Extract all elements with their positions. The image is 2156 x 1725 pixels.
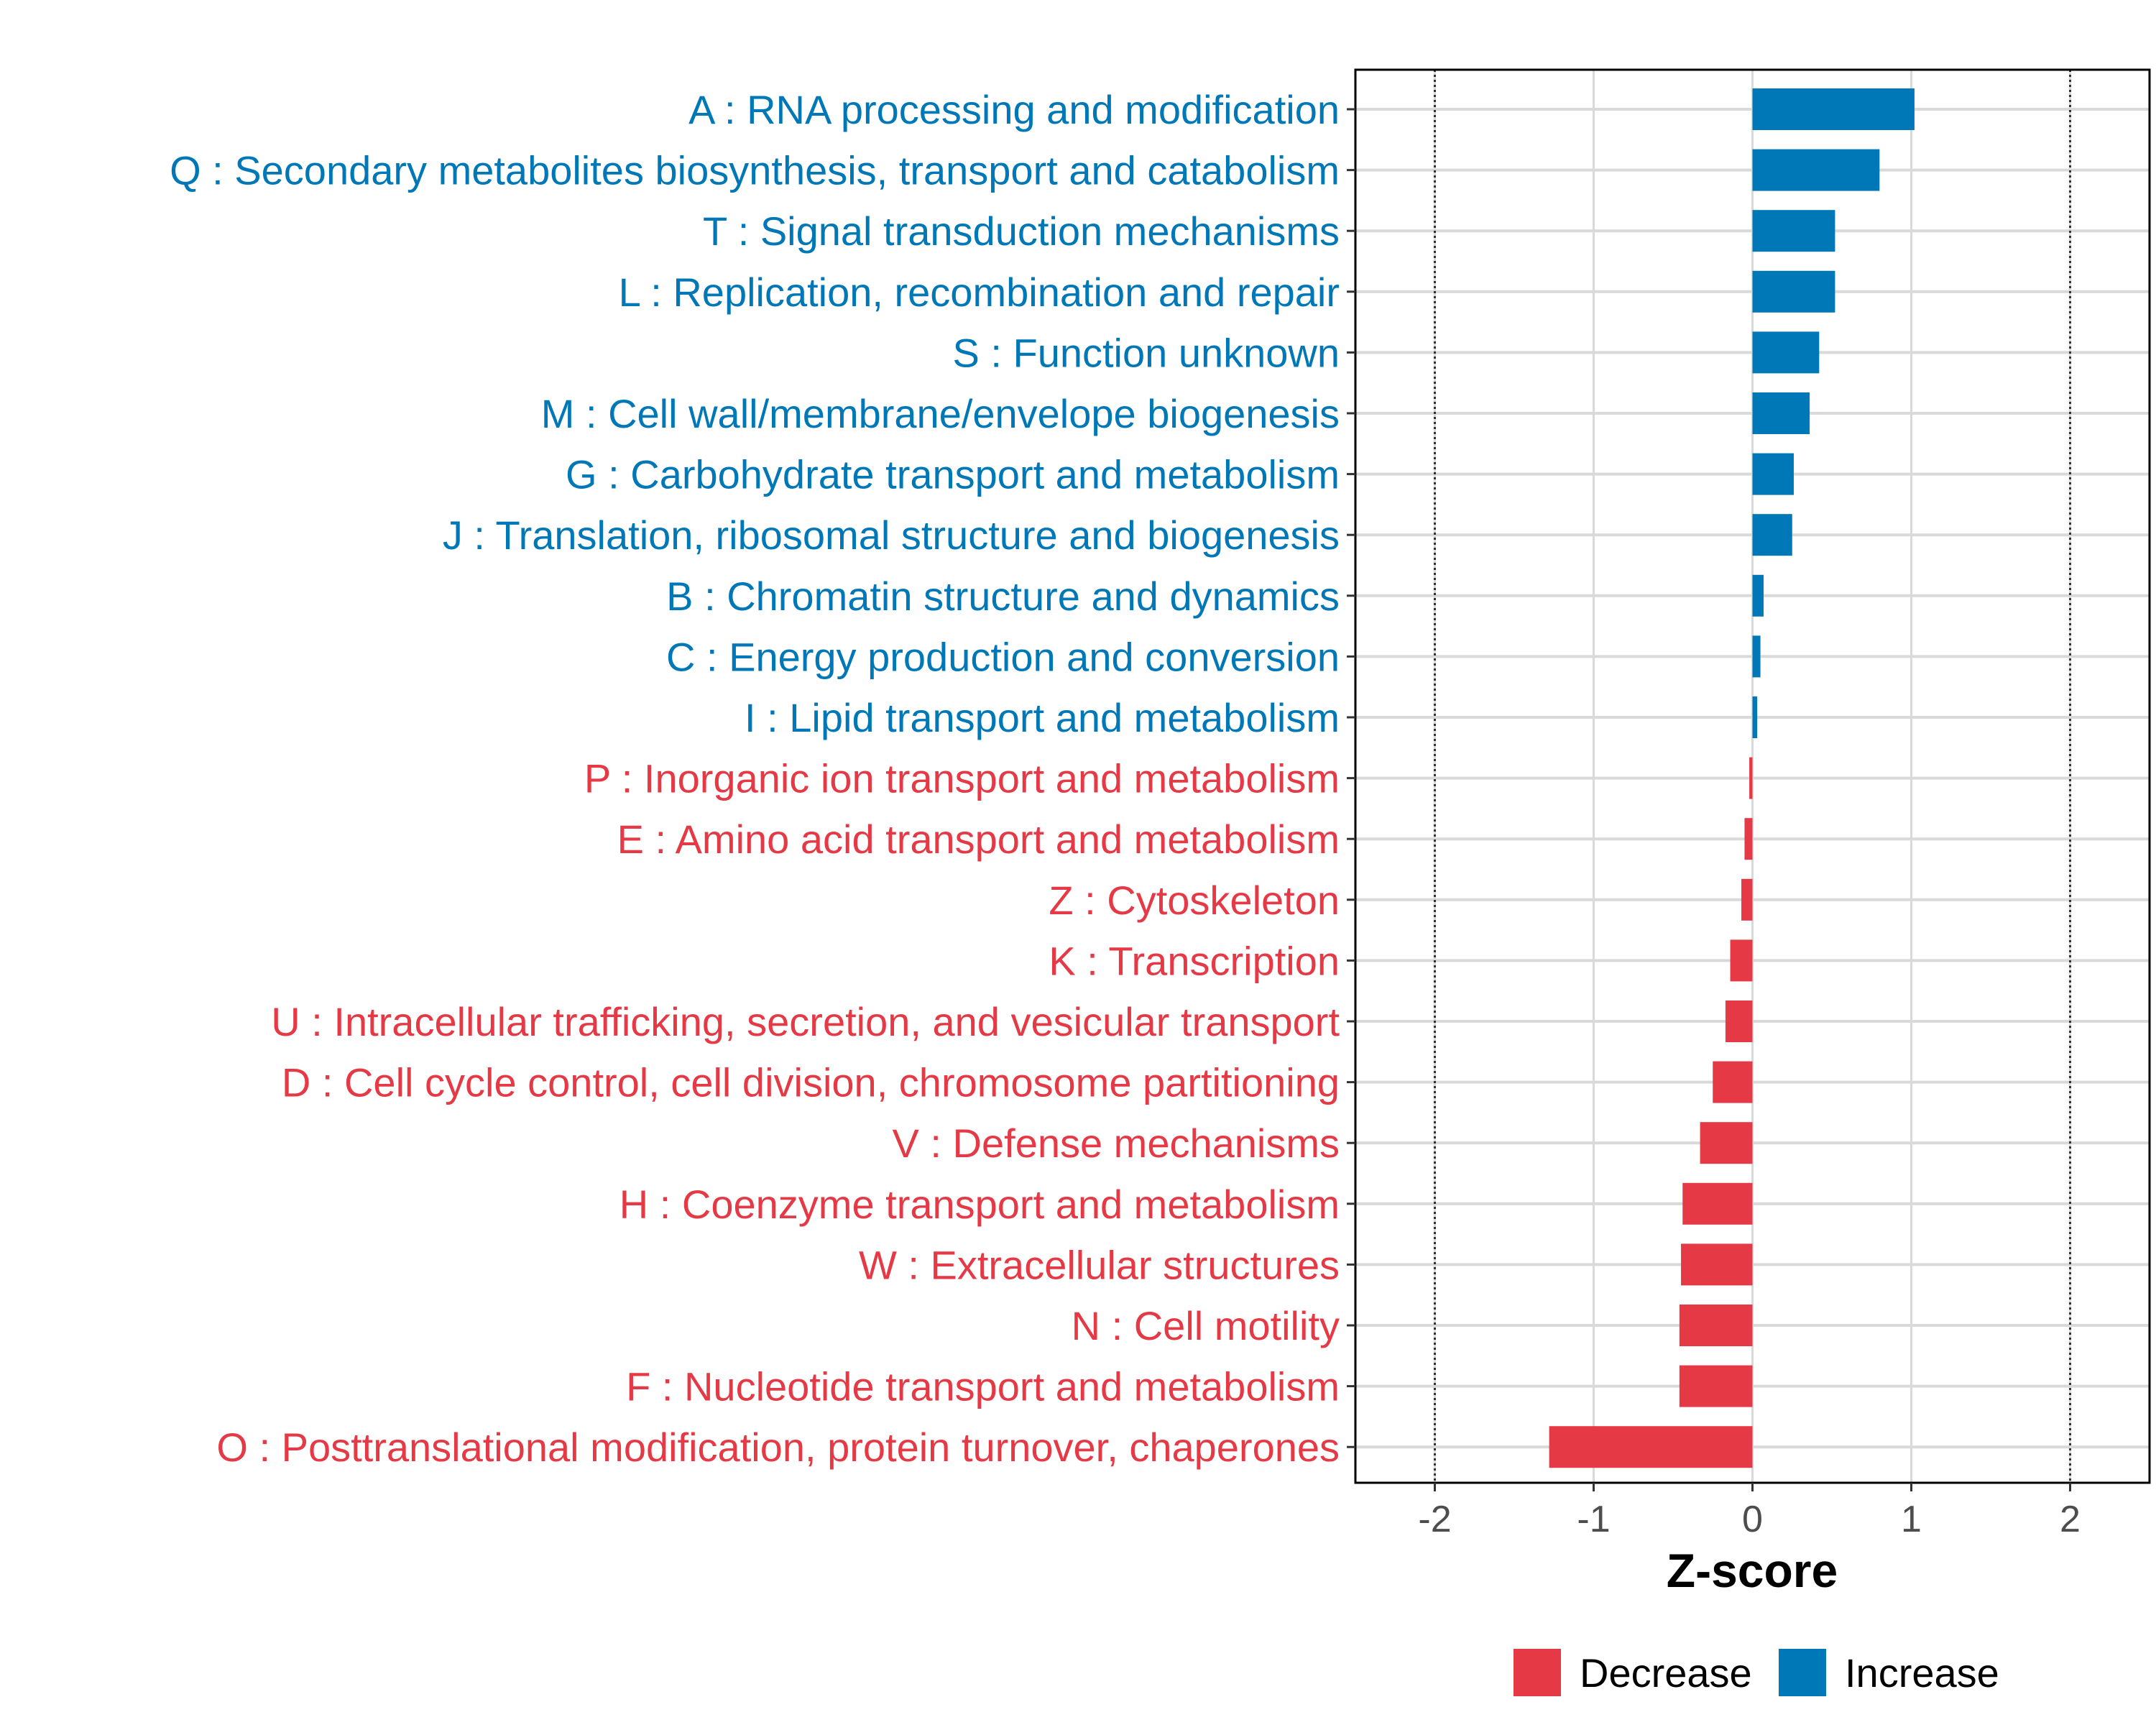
legend-label-increase: Increase [1845,1650,1999,1696]
bars [1549,88,1915,1468]
bar [1713,1061,1753,1103]
y-tick-label: S : Function unknown [952,330,1340,375]
x-axis-labels: -2 -1 0 1 2 [1418,1499,2081,1540]
bar [1752,514,1792,556]
bar [1682,1182,1753,1225]
y-tick-label: B : Chromatin structure and dynamics [666,574,1340,619]
y-tick-label: U : Intracellular trafficking, secretion… [271,999,1340,1044]
y-tick-label: C : Energy production and conversion [666,634,1340,679]
y-tick-label: H : Coenzyme transport and metabolism [619,1182,1340,1227]
y-tick-label: J : Translation, ribosomal structure and… [443,512,1340,558]
bar [1752,635,1761,678]
reference-lines [1434,70,2071,1483]
bar [1700,1122,1753,1164]
y-tick-label: T : Signal transduction mechanisms [703,208,1340,254]
y-tick-label: E : Amino acid transport and metabolism [617,816,1340,862]
y-tick-label: N : Cell motility [1072,1303,1340,1348]
x-tick-label: 2 [2060,1499,2081,1540]
y-tick-label: Z : Cytoskeleton [1049,878,1340,923]
y-tick-label: Q : Secondary metabolites biosynthesis, … [170,148,1340,193]
bar [1679,1305,1753,1346]
y-axis-labels: A : RNA processing and modification Q : S… [170,87,1340,1470]
y-tick-label: P : Inorganic ion transport and metaboli… [584,756,1340,801]
x-axis-title: Z-score [1667,1544,1838,1597]
y-tick-label: O : Posttranslational modification, prot… [216,1425,1340,1470]
bar [1752,88,1915,130]
legend-swatch-increase [1779,1649,1826,1696]
bar [1679,1365,1753,1407]
x-tick-label: -1 [1577,1499,1610,1540]
y-tick-label: L : Replication, recombination and repai… [619,270,1340,315]
x-axis-ticks [1434,1483,2071,1491]
bar [1752,696,1758,738]
bar [1730,939,1753,982]
bar [1752,392,1810,434]
bar [1725,1000,1753,1042]
y-tick-label: V : Defense mechanisms [893,1121,1340,1166]
bar [1744,818,1753,860]
y-tick-label: D : Cell cycle control, cell division, c… [282,1060,1340,1105]
y-tick-label: K : Transcription [1049,938,1340,983]
y-tick-label: W : Extracellular structures [859,1242,1340,1287]
bar [1752,210,1835,252]
y-tick-label: F : Nucleotide transport and metabolism [626,1364,1340,1409]
legend-label-decrease: Decrease [1580,1650,1752,1696]
bar [1752,574,1764,617]
y-tick-label: G : Carbohydrate transport and metabolis… [566,452,1340,497]
legend-swatch-decrease [1514,1649,1561,1696]
bar [1549,1426,1753,1468]
bar [1752,331,1820,374]
x-tick-label: 0 [1742,1499,1763,1540]
legend: Decrease Increase [1514,1649,1999,1696]
bar [1752,270,1835,313]
bar [1752,453,1794,495]
y-tick-label: M : Cell wall/membrane/envelope biogenes… [541,391,1340,436]
bar [1681,1243,1753,1286]
y-tick-label: A : RNA processing and modification [688,87,1340,132]
x-tick-label: 1 [1901,1499,1922,1540]
y-axis-ticks [1347,108,1355,1448]
bar [1741,878,1753,921]
y-tick-label: I : Lipid transport and metabolism [745,695,1340,740]
bar [1752,149,1880,191]
x-tick-label: -2 [1418,1499,1451,1540]
bar [1749,757,1753,799]
